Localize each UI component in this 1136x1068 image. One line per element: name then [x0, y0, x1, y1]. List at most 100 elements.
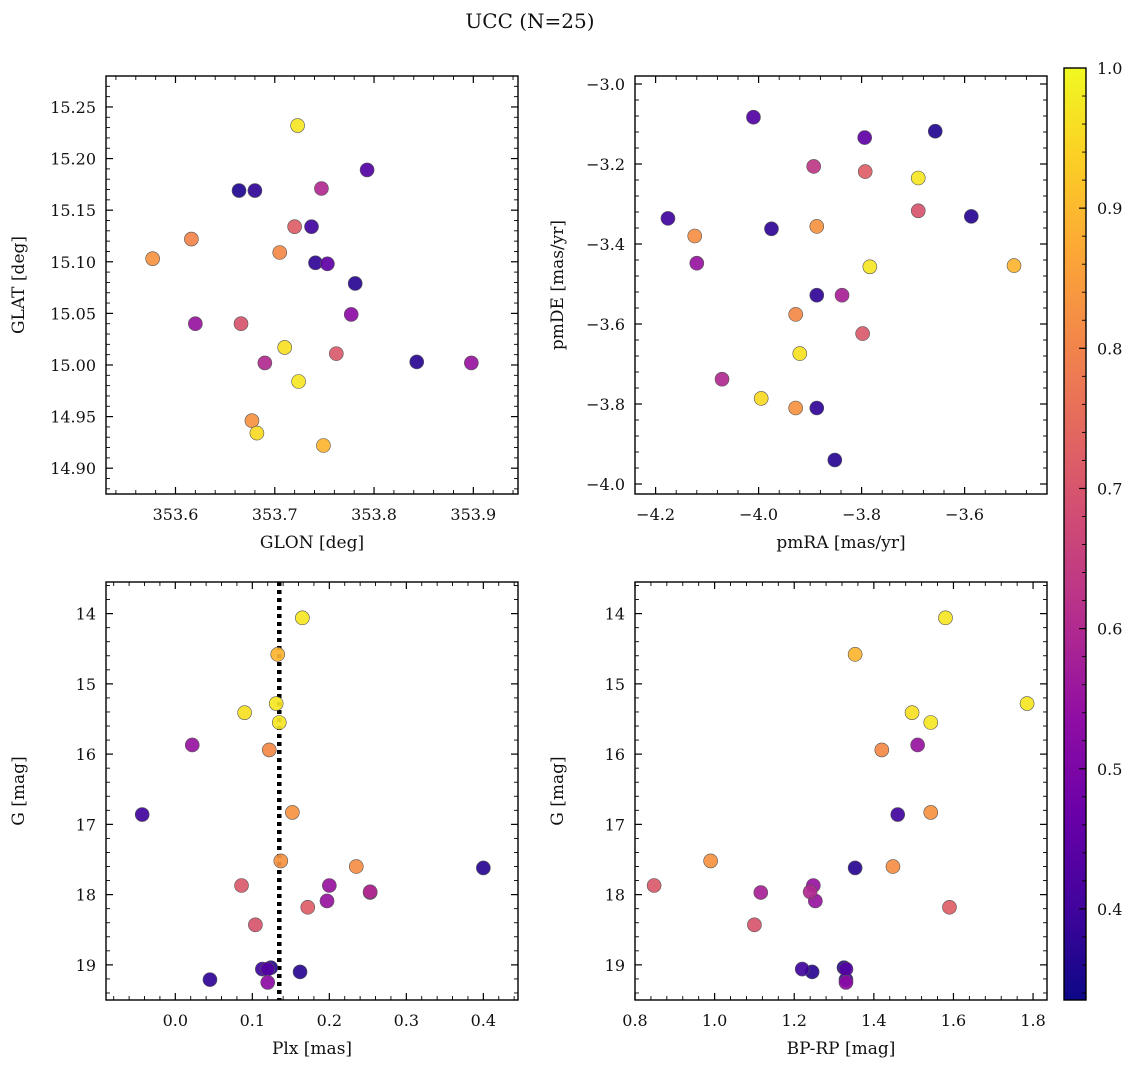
scatter-point	[247, 183, 263, 198]
y-tick-label: 19	[76, 956, 96, 975]
scatter-point	[260, 975, 276, 990]
scatter-point	[268, 696, 284, 711]
colorbar: 0.4 0.5 0.6 0.7 0.8 0.9 1.0	[1063, 59, 1122, 1001]
y-tick-label: 14.95	[50, 408, 96, 427]
y-tick-label: 15.15	[50, 201, 96, 220]
scatter-point	[300, 899, 316, 915]
scatter-point	[714, 371, 730, 387]
y-tick-label: 14.90	[50, 459, 96, 478]
scatter-point	[347, 276, 363, 291]
scatter-point	[291, 374, 306, 389]
scatter-point	[753, 391, 769, 406]
scatter-point	[260, 961, 276, 977]
scatter-point	[261, 742, 277, 758]
scatter-point	[244, 413, 260, 429]
x-tick-label: 353.7	[252, 505, 298, 524]
x-tick-label: 1.6	[941, 1011, 966, 1030]
scatter-point	[359, 162, 375, 178]
scatter-point	[134, 807, 150, 822]
y-tick-label: −3.2	[586, 155, 625, 174]
scatter-point	[271, 715, 287, 730]
scatter-point	[927, 123, 943, 139]
scatter-point	[910, 170, 926, 186]
scatter-point	[788, 307, 803, 322]
scatter-point	[285, 805, 300, 820]
y-tick-label: 15	[605, 675, 625, 694]
scatter-point	[847, 860, 863, 876]
colorbar-tick-label: 0.7	[1097, 479, 1122, 498]
scatter-point	[862, 259, 878, 275]
scatter-point	[838, 961, 854, 977]
scatter-point	[792, 346, 808, 361]
scatter-point	[290, 118, 305, 133]
y-tick-label: 15.10	[50, 253, 96, 272]
scatter-point	[687, 228, 703, 244]
scatter-point	[938, 610, 953, 626]
y-tick-label: 15	[76, 675, 96, 694]
scatter-point	[838, 975, 854, 990]
scatter-point	[910, 737, 925, 753]
y-axis-label: pmDE [mas/yr]	[548, 220, 568, 350]
colorbar-tick-label: 0.5	[1097, 760, 1122, 779]
y-axis-label: G [mag]	[9, 756, 29, 825]
scatter-point	[753, 885, 769, 900]
colorbar-gradient	[1064, 68, 1086, 1000]
scatter-point	[202, 972, 218, 987]
x-tick-label: 1.0	[702, 1011, 727, 1030]
scatter-point	[476, 860, 491, 876]
x-tick-label: 1.2	[782, 1011, 807, 1030]
scatter-point	[273, 853, 289, 869]
x-axis-label: BP-RP [mag]	[787, 1039, 896, 1059]
x-tick-label: 0.0	[163, 1011, 188, 1030]
scatter-point	[847, 647, 863, 662]
scatter-point	[231, 183, 247, 198]
scatter-point	[184, 737, 200, 753]
scatter-point	[910, 203, 926, 219]
scatter-point	[348, 859, 364, 874]
axes-frame	[105, 75, 519, 495]
y-tick-label: −3.0	[586, 75, 625, 94]
y-tick-label: 15.00	[50, 356, 96, 375]
scatter-point	[316, 438, 331, 453]
scatter-point	[923, 715, 939, 730]
colorbar-tick-label: 0.9	[1097, 199, 1122, 218]
scatter-point	[963, 209, 979, 224]
x-tick-label: 353.6	[153, 505, 199, 524]
plot-area	[646, 610, 1035, 990]
y-tick-label: 15.05	[50, 304, 96, 323]
scatter-point	[746, 109, 761, 125]
x-tick-label: 1.8	[1020, 1011, 1045, 1030]
scatter-point	[923, 805, 939, 820]
scatter-point	[287, 219, 302, 234]
x-tick-label: −4.0	[739, 505, 778, 524]
scatter-point	[827, 452, 843, 468]
scatter-point	[1019, 696, 1035, 711]
x-tick-label: 0.8	[622, 1011, 647, 1030]
scatter-point	[319, 893, 335, 909]
scatter-point	[806, 159, 822, 174]
scatter-point	[703, 853, 718, 869]
scatter-point	[362, 884, 378, 900]
axes-frame	[634, 581, 1048, 1001]
scatter-point	[272, 245, 288, 260]
y-axis-label: GLAT [deg]	[9, 236, 29, 334]
scatter-point	[188, 316, 203, 332]
scatter-panel-3: 0.0 0.1 0.2 0.3 0.4 14 15 16 17 18 19 Plx [mas] G [m…	[9, 581, 519, 1059]
colorbar-tick-label: 0.4	[1097, 900, 1122, 919]
scatter-point	[314, 181, 329, 196]
x-tick-label: −3.8	[842, 505, 881, 524]
x-axis-label: GLON [deg]	[260, 533, 364, 553]
scatter-point	[834, 287, 850, 303]
y-tick-label: 18	[605, 886, 625, 905]
scatter-point	[320, 256, 335, 272]
y-axis-label: G [mag]	[548, 756, 568, 825]
scatter-point	[857, 130, 872, 145]
axes-frame	[634, 75, 1048, 495]
y-tick-label: −4.0	[586, 475, 625, 494]
scatter-point	[855, 326, 870, 341]
plot-area	[134, 582, 491, 1000]
x-tick-label: −3.6	[945, 505, 984, 524]
scatter-point	[788, 400, 803, 416]
y-tick-label: 16	[605, 745, 625, 764]
scatter-panel-4: 0.8 1.0 1.2 1.4 1.6 1.8 14 15 16 17 18 19 BP-RP [mag…	[548, 581, 1048, 1059]
